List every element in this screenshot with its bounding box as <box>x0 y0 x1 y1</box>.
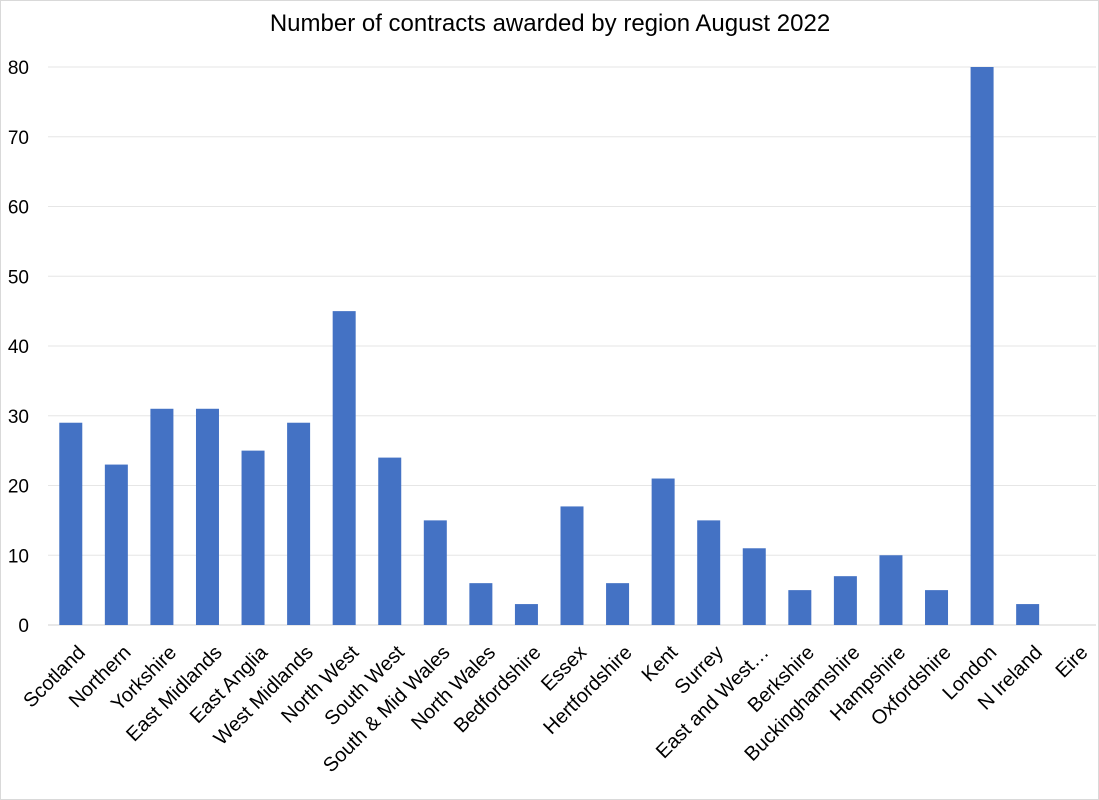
y-axis-tick-labels: 0 10 20 30 40 50 60 70 80 <box>8 58 29 637</box>
chart-title: Number of contracts awarded by region Au… <box>270 10 830 37</box>
bar <box>104 464 128 625</box>
bar <box>833 576 857 625</box>
bar <box>606 583 630 625</box>
bar <box>925 590 949 625</box>
y-tick-label: 70 <box>8 128 29 149</box>
bar <box>970 67 994 625</box>
bar <box>195 408 219 625</box>
bar <box>378 457 402 625</box>
bar <box>742 548 766 625</box>
bar <box>788 590 812 625</box>
x-category-label: Eire <box>1052 642 1093 683</box>
bar <box>332 311 356 625</box>
bar <box>150 408 174 625</box>
bar <box>423 520 447 625</box>
bar <box>697 520 721 625</box>
y-tick-label: 30 <box>8 407 29 428</box>
y-tick-label: 60 <box>8 198 29 219</box>
bar <box>651 478 675 625</box>
bar <box>59 422 83 625</box>
bar <box>560 506 584 625</box>
bar <box>514 604 538 625</box>
bars <box>59 67 1040 625</box>
gridlines <box>48 66 1096 626</box>
y-tick-label: 0 <box>18 616 29 637</box>
y-tick-label: 10 <box>8 546 29 567</box>
y-tick-label: 40 <box>8 337 29 358</box>
bar <box>241 450 265 625</box>
bar <box>287 422 311 625</box>
bar <box>469 583 493 625</box>
y-tick-label: 20 <box>8 477 29 498</box>
bar <box>1016 604 1040 625</box>
y-tick-label: 80 <box>8 58 29 79</box>
bar <box>879 555 903 625</box>
y-tick-label: 50 <box>8 267 29 288</box>
